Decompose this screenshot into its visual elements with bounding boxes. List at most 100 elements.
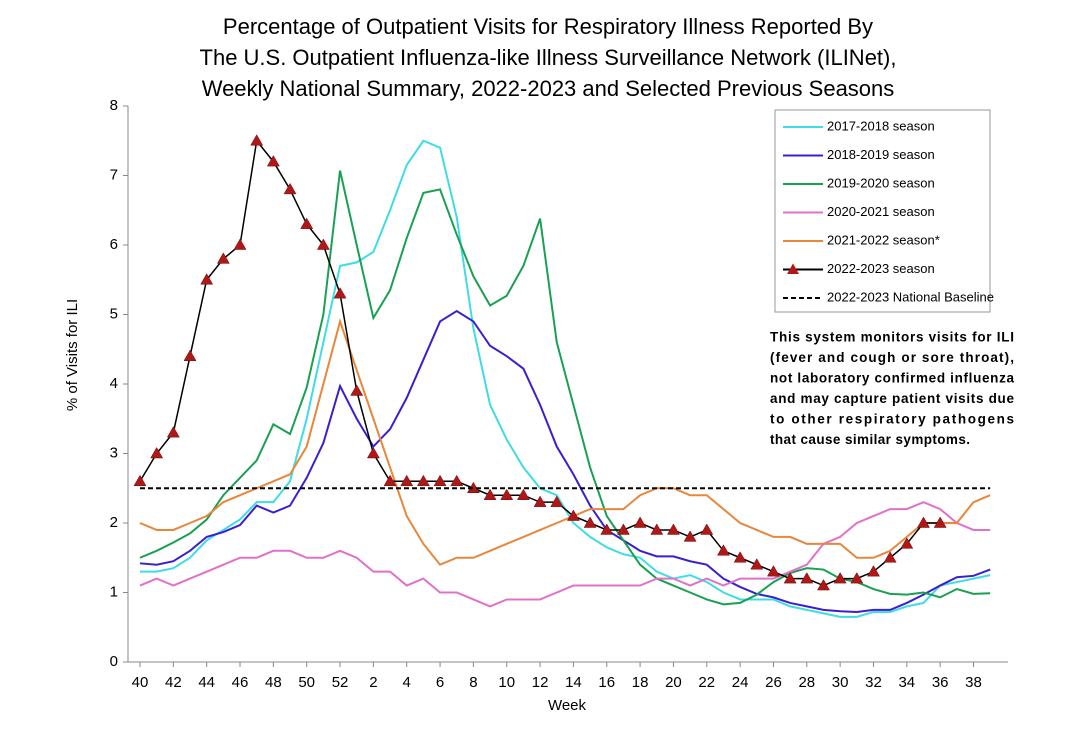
y-tick-label: 3 [110,444,118,461]
data-point [333,287,347,299]
x-tick-label: 48 [265,674,282,691]
x-tick-label: 16 [598,674,615,691]
x-tick-label: 2 [369,674,377,691]
data-point [900,537,914,549]
annotation: (fever and cough or sore throat), [770,350,1014,365]
data-point [383,474,397,487]
x-tick-label: 34 [898,674,915,691]
chart-title: The U.S. Outpatient Influenza-like Illne… [200,45,897,70]
data-point [183,349,197,361]
data-point [283,182,297,195]
series-line [139,309,991,613]
x-tick-label: 30 [832,674,849,691]
annotation: This system monitors visits for ILI [770,330,1014,345]
x-tick-label: 32 [865,674,882,691]
data-point [867,565,880,577]
data-point [366,446,380,459]
annotation: not laboratory confirmed influenza [770,371,1014,386]
legend-label: 2022-2023 season [827,261,935,276]
data-point [350,384,364,396]
data-point [516,488,530,500]
data-point [233,238,247,250]
data-point [933,516,947,528]
x-tick-label: 20 [665,674,682,691]
y-tick-label: 5 [110,305,118,322]
data-point [400,474,414,487]
data-point [566,509,580,521]
data-point [633,516,647,528]
data-point [483,488,497,500]
data-point [433,474,447,487]
data-point [717,544,730,556]
y-tick-label: 7 [110,166,118,183]
x-tick-label: 10 [498,674,515,691]
series-line [139,170,991,606]
x-tick-label: 18 [632,674,649,691]
x-tick-label: 50 [298,674,315,691]
annotation: to other respiratory pathogens [770,412,1014,427]
x-tick-label: 14 [565,674,582,691]
x-tick-label: 46 [232,674,249,691]
x-tick-label: 6 [436,674,444,691]
x-tick-label: 52 [332,674,349,691]
data-point [500,488,514,500]
data-point [166,426,180,438]
data-point [150,446,164,459]
data-point [667,523,680,535]
data-point [817,579,830,591]
annotation: and may capture patient visits due [770,391,1014,406]
series-line [139,318,991,566]
data-point [266,155,280,167]
data-point [616,523,630,535]
x-tick-label: 24 [732,674,749,691]
x-tick-label: 44 [198,674,215,691]
data-point [783,572,797,584]
x-tick-label: 42 [165,674,182,691]
x-tick-label: 8 [469,674,477,691]
x-tick-label: 40 [132,674,149,691]
data-point [250,134,264,146]
data-point [316,238,330,250]
series-line [139,501,991,608]
data-point [133,474,147,487]
data-point [600,523,614,535]
data-point [733,551,747,563]
x-tick-label: 22 [698,674,715,691]
legend-label: 2020-2021 season [827,204,935,219]
y-tick-label: 8 [110,97,118,114]
x-tick-label: 4 [403,674,411,691]
data-point [200,273,214,285]
x-axis-label: Week [548,697,587,714]
legend-marker [787,263,799,274]
y-tick-label: 4 [110,375,118,392]
chart-title: Percentage of Outpatient Visits for Resp… [223,14,873,39]
chart-title: Weekly National Summary, 2022-2023 and S… [202,76,895,101]
data-point [450,474,464,487]
data-point [750,558,764,570]
legend-label: 2019-2020 season [827,175,935,190]
x-tick-label: 28 [798,674,815,691]
data-point [833,572,847,584]
x-tick-label: 38 [965,674,982,691]
y-tick-label: 6 [110,236,118,253]
data-point [700,523,714,535]
data-point [300,217,314,229]
data-point [583,516,597,528]
legend-box [774,109,991,313]
data-point [550,495,564,507]
y-tick-label: 0 [110,653,118,670]
legend-label: 2018-2019 season [827,147,935,162]
data-point [850,572,864,584]
annotation: that cause similar symptoms. [770,432,970,447]
data-point [800,572,814,584]
y-tick-label: 1 [110,583,118,600]
data-point [683,530,697,542]
data-point [216,252,230,264]
data-point [883,551,897,563]
data-point [416,474,430,487]
x-tick-label: 26 [765,674,782,691]
x-tick-label: 36 [932,674,949,691]
data-point [917,516,930,528]
legend-label: 2021-2022 season* [827,232,940,247]
